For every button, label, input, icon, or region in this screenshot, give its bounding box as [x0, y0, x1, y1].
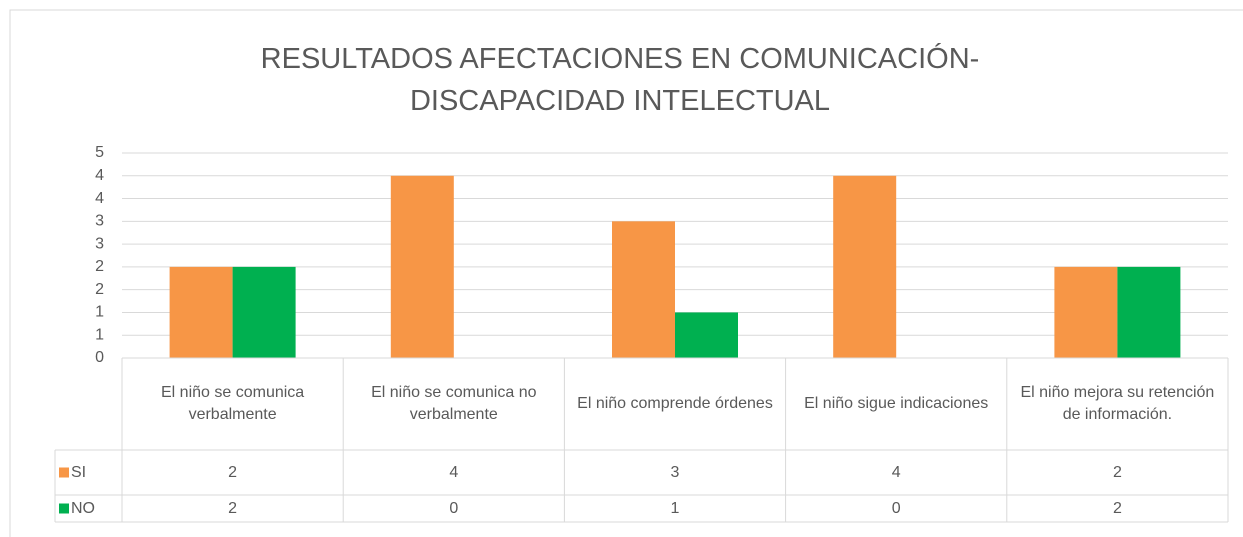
table-value: 3: [670, 463, 680, 481]
category-label: El niño sigue indicaciones: [804, 395, 989, 412]
bar: [612, 221, 675, 358]
table-value: 2: [1112, 499, 1122, 517]
table-value: 2: [228, 499, 238, 517]
category-label: El niño comprende órdenes: [577, 395, 773, 412]
table-value: 2: [1112, 463, 1122, 481]
y-tick-label: 0: [95, 349, 104, 366]
y-tick-label: 3: [95, 235, 104, 252]
legend-label: SI: [71, 463, 87, 481]
bar: [1117, 266, 1181, 358]
category-label: El niño se comunica verbalmente: [161, 384, 305, 423]
y-tick-label: 2: [95, 281, 104, 298]
y-tick-label: 1: [95, 326, 104, 343]
bar: [675, 312, 738, 358]
category-label: El niño mejora su retención de informaci…: [1020, 384, 1215, 423]
table-value: 0: [891, 499, 901, 517]
bar: [390, 175, 454, 358]
y-tick-label: 2: [95, 258, 104, 275]
y-tick-label: 4: [95, 190, 104, 207]
chart-title: RESULTADOS AFECTACIONES EN COMUNICACIÓN-…: [260, 43, 980, 117]
table-value: 4: [891, 463, 901, 481]
y-tick-label: 4: [95, 167, 104, 184]
y-tick-label: 3: [95, 213, 104, 230]
table-value: 4: [449, 463, 459, 481]
bar: [1054, 266, 1118, 358]
category-label: El niño se comunica no verbalmente: [371, 384, 537, 423]
legend-label: NO: [71, 499, 95, 517]
table-value: 1: [670, 499, 680, 517]
table-value: 0: [449, 499, 459, 517]
bar: [232, 266, 296, 358]
table-value: 2: [228, 463, 238, 481]
y-tick-label: 1: [95, 304, 104, 321]
y-tick-label: 5: [95, 144, 104, 161]
bar: [833, 175, 897, 358]
chart-border: [9, 9, 1243, 537]
legend-swatch: [59, 503, 69, 514]
legend-swatch: [59, 467, 69, 478]
bar: [169, 266, 233, 358]
